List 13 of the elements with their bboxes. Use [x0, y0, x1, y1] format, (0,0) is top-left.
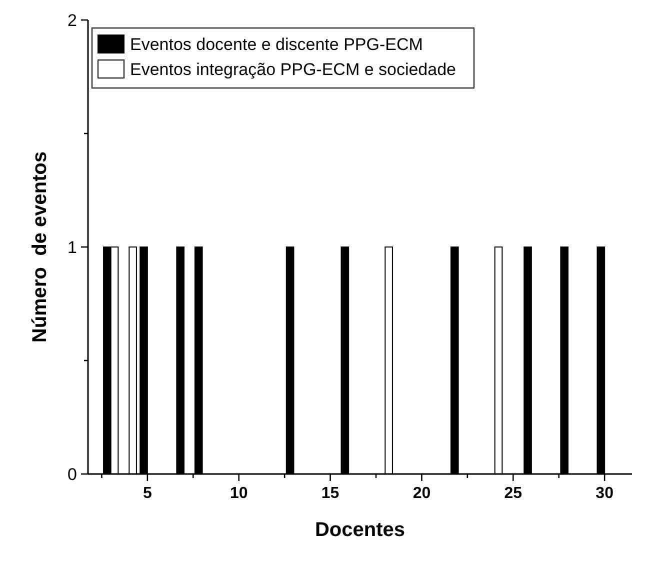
y-tick-label: 2 [68, 11, 77, 30]
legend-label: Eventos integração PPG-ECM e sociedade [130, 60, 456, 79]
y-tick-label: 0 [68, 465, 77, 484]
x-axis-title: Docentes [314, 519, 406, 541]
x-tick-label: 30 [596, 485, 614, 502]
y-tick-label: 1 [68, 238, 77, 257]
x-tick-label: 15 [321, 485, 340, 502]
x-tick-label: 5 [142, 485, 152, 502]
x-tick-label: 20 [412, 485, 431, 502]
x-tick-label: 25 [504, 485, 522, 502]
legend-label: Eventos docente e discente PPG-ECM [130, 35, 423, 54]
x-tick-label: 10 [230, 485, 248, 502]
y-axis-title: Número de eventos [29, 151, 51, 343]
